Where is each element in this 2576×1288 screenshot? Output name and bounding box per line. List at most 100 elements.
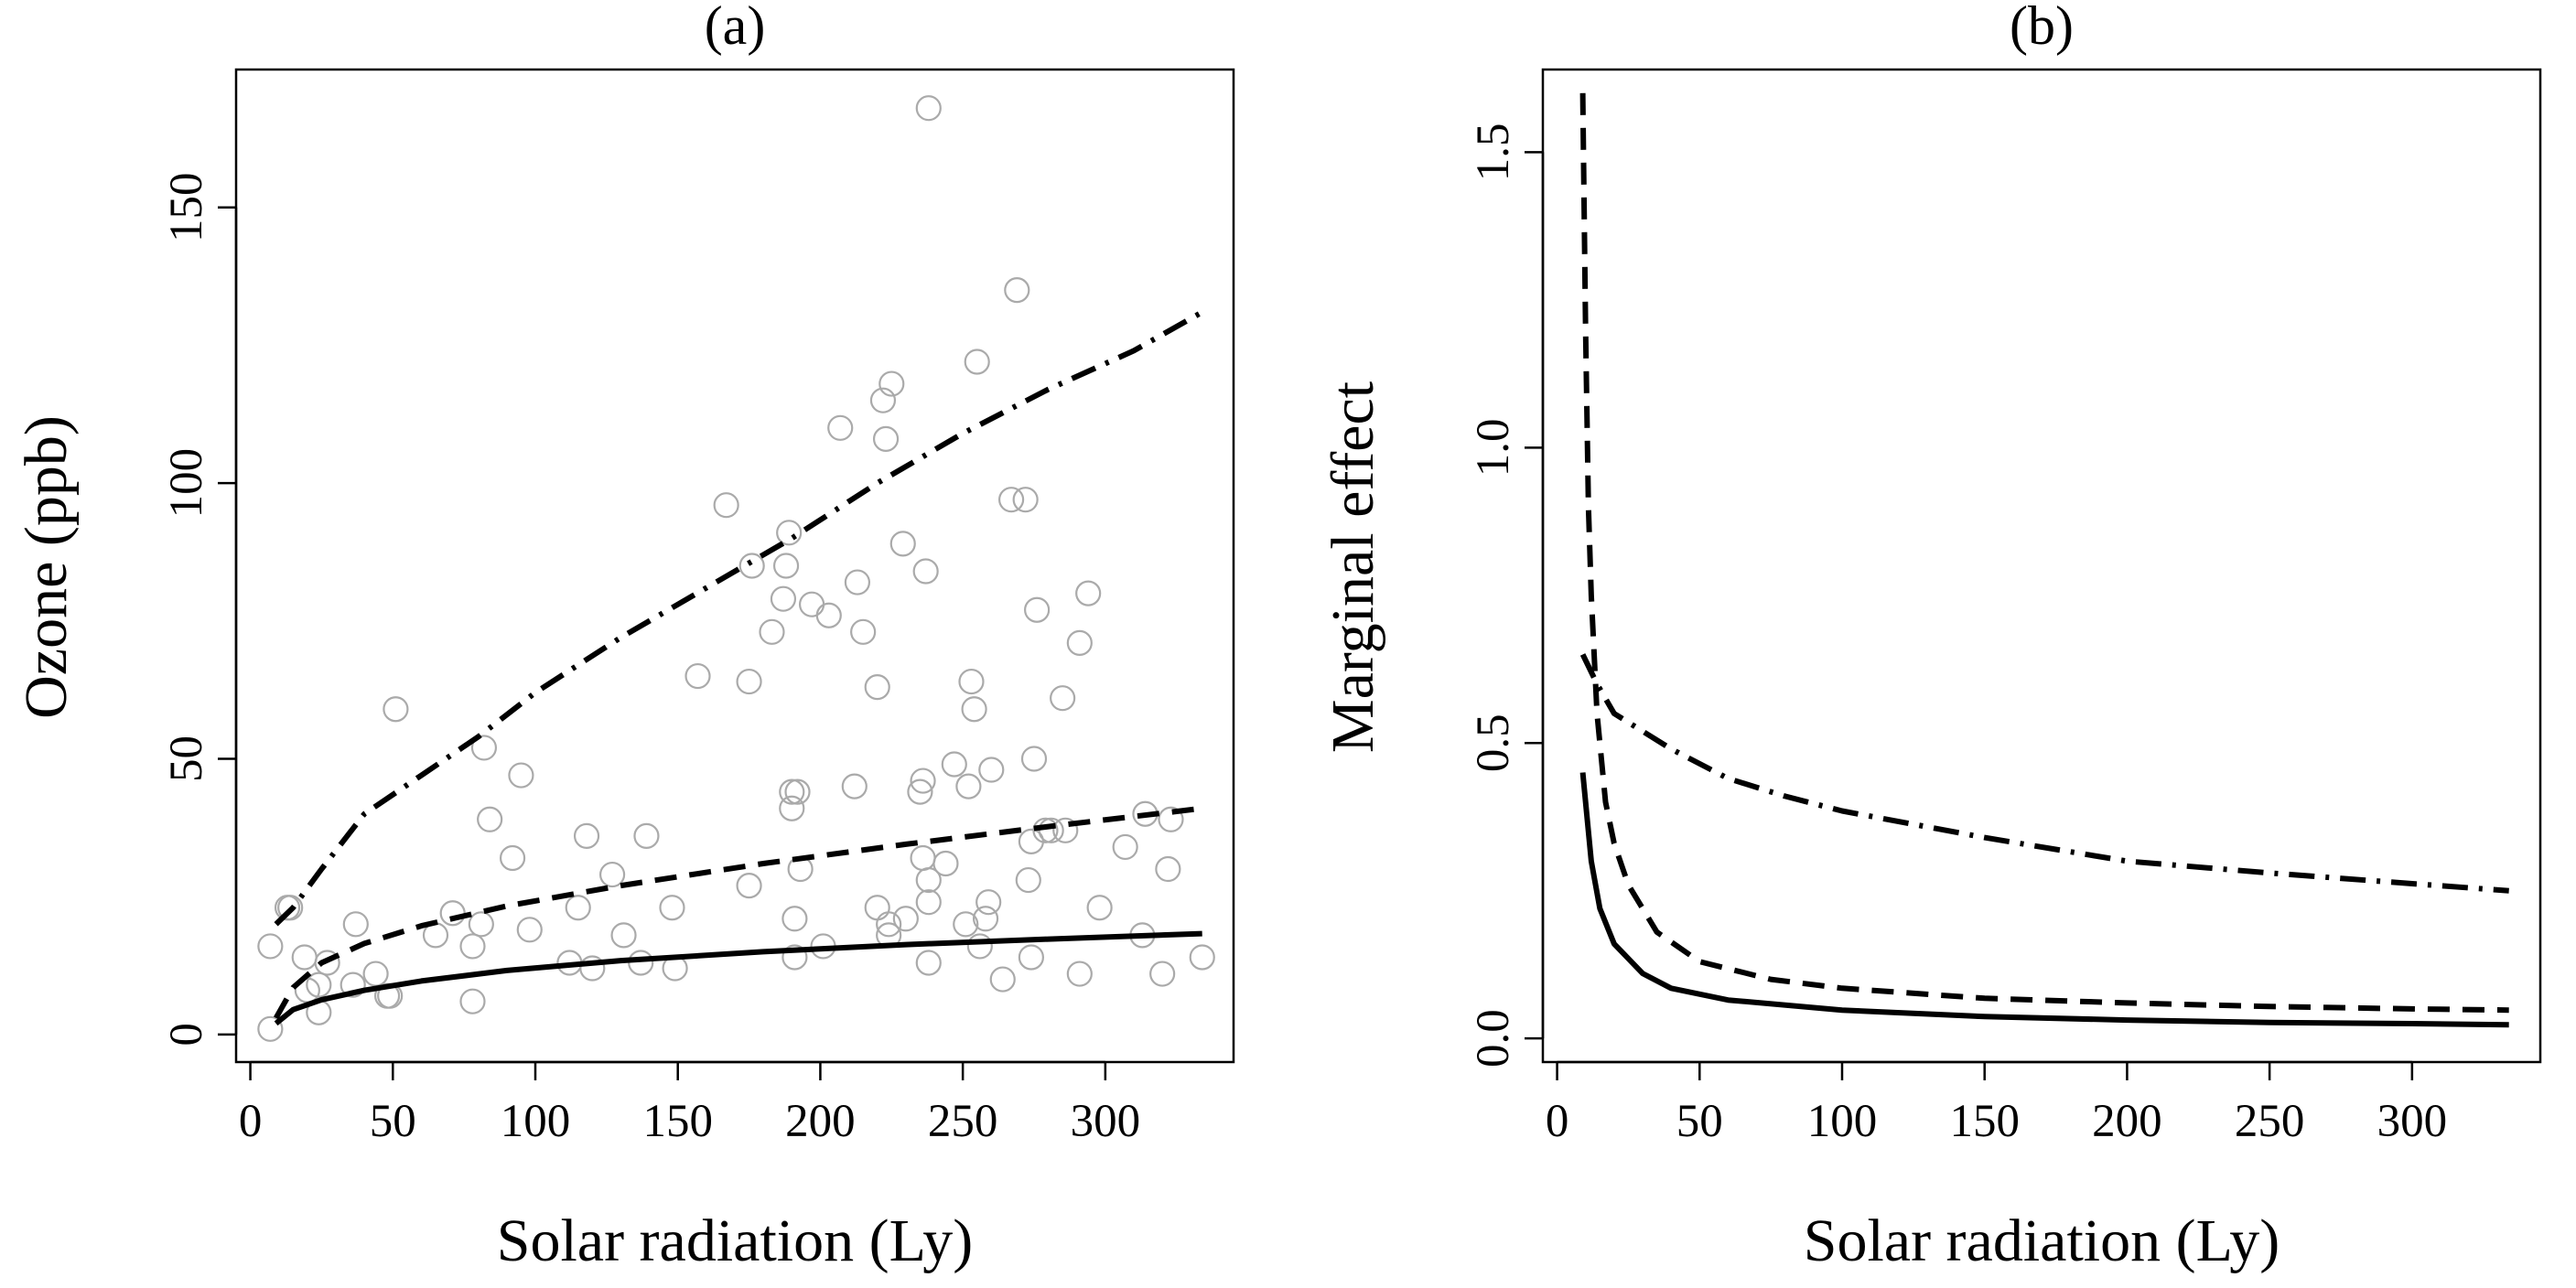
data-point (972, 906, 999, 932)
data-point (459, 933, 486, 960)
data-point (892, 906, 919, 932)
data-point (340, 971, 366, 998)
data-point (713, 492, 739, 519)
data-point (736, 668, 762, 695)
data-point (827, 414, 854, 441)
data-point (915, 866, 942, 894)
data-point (779, 778, 805, 805)
data-point (257, 1015, 284, 1042)
data-point (1149, 961, 1176, 987)
data-point (736, 873, 762, 899)
data-point (932, 850, 959, 877)
data-point (470, 735, 498, 761)
data-point (1066, 961, 1093, 987)
x-tick-label: 150 (642, 1096, 713, 1147)
y-axis-a: 0 50 100 150 (161, 172, 238, 1046)
data-point (955, 773, 982, 800)
marginal-lines-b (1579, 92, 2509, 1028)
x-tick-label: 200 (785, 1096, 856, 1147)
data-point (772, 553, 800, 579)
panel-b-title: (b) (2010, 0, 2074, 56)
data-point (798, 591, 825, 617)
series-line-1 (274, 930, 1202, 1026)
data-point (907, 778, 933, 805)
data-point (598, 861, 626, 888)
data-point (477, 806, 503, 832)
data-point (468, 911, 494, 938)
x-axis-title-a: Solar radiation (Ly) (497, 1208, 974, 1274)
data-point (864, 895, 890, 921)
data-point (1075, 580, 1102, 606)
data-point (964, 349, 990, 375)
data-point (844, 569, 871, 596)
data-point (1086, 895, 1113, 921)
data-point (610, 922, 637, 949)
y-tick-label: 1.0 (1468, 418, 1519, 477)
data-point (579, 955, 606, 982)
x-tick-label: 0 (239, 1096, 263, 1147)
data-point (573, 822, 600, 849)
data-point (869, 387, 897, 413)
x-tick-label: 150 (1949, 1096, 2020, 1147)
data-point (841, 773, 868, 800)
x-tick-label: 100 (1807, 1096, 1878, 1147)
y-tick-label: 1.5 (1468, 123, 1519, 182)
data-point (1038, 817, 1064, 843)
panel-b: (b) Solar radiation (Ly) Marginal effect… (1320, 0, 2542, 1274)
data-point (781, 906, 808, 932)
series-line-1 (1579, 772, 2509, 1028)
data-point (876, 911, 902, 938)
data-point (1052, 817, 1079, 843)
data-point (439, 900, 466, 927)
data-point (889, 531, 916, 557)
y-tick-label: 50 (161, 735, 212, 782)
series-line-3 (1579, 653, 2509, 894)
x-tick-label: 250 (928, 1096, 998, 1147)
plot-frame-a (234, 68, 1235, 1064)
data-point (915, 95, 942, 122)
x-tick-label: 50 (1676, 1096, 1723, 1147)
data-point (989, 966, 1016, 993)
data-point (1012, 487, 1039, 513)
y-axis-b: 0.0 0.5 1.0 1.5 (1468, 123, 1545, 1068)
data-point (975, 889, 1002, 916)
data-point (565, 895, 591, 921)
data-point (915, 950, 942, 976)
data-point (1015, 866, 1041, 894)
data-point (1032, 817, 1059, 843)
y-axis-title-b: Marginal effect (1320, 381, 1386, 753)
fit-lines-a (273, 309, 1204, 1026)
data-point (864, 674, 890, 701)
y-tick-label: 150 (161, 172, 212, 242)
data-point (314, 950, 340, 976)
data-point (383, 696, 409, 723)
data-point (342, 911, 369, 938)
data-point (1020, 746, 1048, 772)
y-tick-label: 0 (161, 1023, 212, 1046)
data-point (508, 762, 534, 789)
data-point (277, 895, 304, 921)
data-point (1155, 855, 1181, 883)
data-point (781, 944, 808, 971)
data-point (1018, 944, 1044, 971)
data-point (684, 662, 711, 690)
x-tick-label: 50 (370, 1096, 416, 1147)
x-axis-b: 0 50 100 150 200 250 300 (1546, 1060, 2447, 1147)
data-point (784, 778, 811, 805)
data-point (997, 487, 1025, 513)
data-point (759, 618, 785, 645)
data-point (776, 520, 803, 546)
data-point (966, 933, 993, 960)
data-point (516, 917, 543, 943)
data-point (306, 971, 332, 998)
data-point (941, 751, 967, 778)
data-point (1066, 629, 1093, 656)
series-line-2 (273, 805, 1203, 1020)
x-tick-label: 0 (1546, 1096, 1569, 1147)
data-point (1004, 277, 1030, 304)
data-point (633, 822, 660, 849)
y-tick-label: 0.5 (1468, 714, 1519, 772)
data-point (1050, 685, 1076, 712)
data-point (770, 585, 797, 612)
x-axis-title-b: Solar radiation (Ly) (1804, 1208, 2280, 1274)
